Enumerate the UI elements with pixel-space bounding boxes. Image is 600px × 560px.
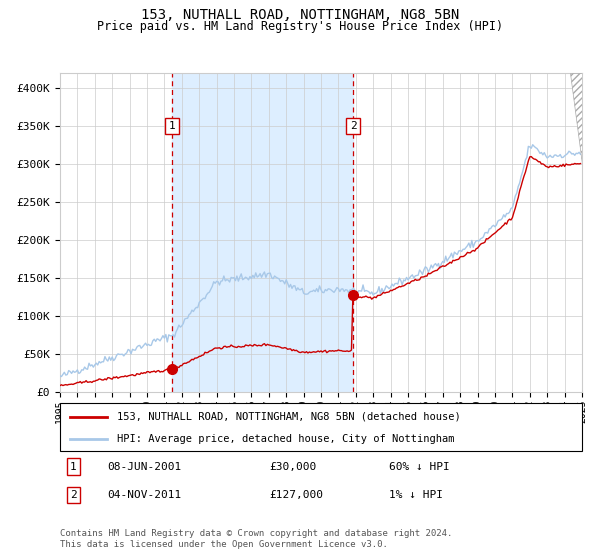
FancyBboxPatch shape xyxy=(60,403,582,451)
Text: Price paid vs. HM Land Registry's House Price Index (HPI): Price paid vs. HM Land Registry's House … xyxy=(97,20,503,32)
Text: 1% ↓ HPI: 1% ↓ HPI xyxy=(389,490,443,500)
Polygon shape xyxy=(570,73,582,164)
Text: HPI: Average price, detached house, City of Nottingham: HPI: Average price, detached house, City… xyxy=(118,434,455,444)
Text: 60% ↓ HPI: 60% ↓ HPI xyxy=(389,461,449,472)
Text: 08-JUN-2001: 08-JUN-2001 xyxy=(107,461,181,472)
Text: £127,000: £127,000 xyxy=(269,490,323,500)
Text: Contains HM Land Registry data © Crown copyright and database right 2024.
This d: Contains HM Land Registry data © Crown c… xyxy=(60,529,452,549)
Text: 2: 2 xyxy=(350,121,356,131)
Text: 153, NUTHALL ROAD, NOTTINGHAM, NG8 5BN: 153, NUTHALL ROAD, NOTTINGHAM, NG8 5BN xyxy=(141,8,459,22)
Bar xyxy=(172,73,353,392)
Text: 04-NOV-2011: 04-NOV-2011 xyxy=(107,490,181,500)
Text: 2: 2 xyxy=(70,490,76,500)
Text: 153, NUTHALL ROAD, NOTTINGHAM, NG8 5BN (detached house): 153, NUTHALL ROAD, NOTTINGHAM, NG8 5BN (… xyxy=(118,412,461,422)
Text: £30,000: £30,000 xyxy=(269,461,316,472)
Text: 1: 1 xyxy=(169,121,175,131)
Text: 1: 1 xyxy=(70,461,76,472)
